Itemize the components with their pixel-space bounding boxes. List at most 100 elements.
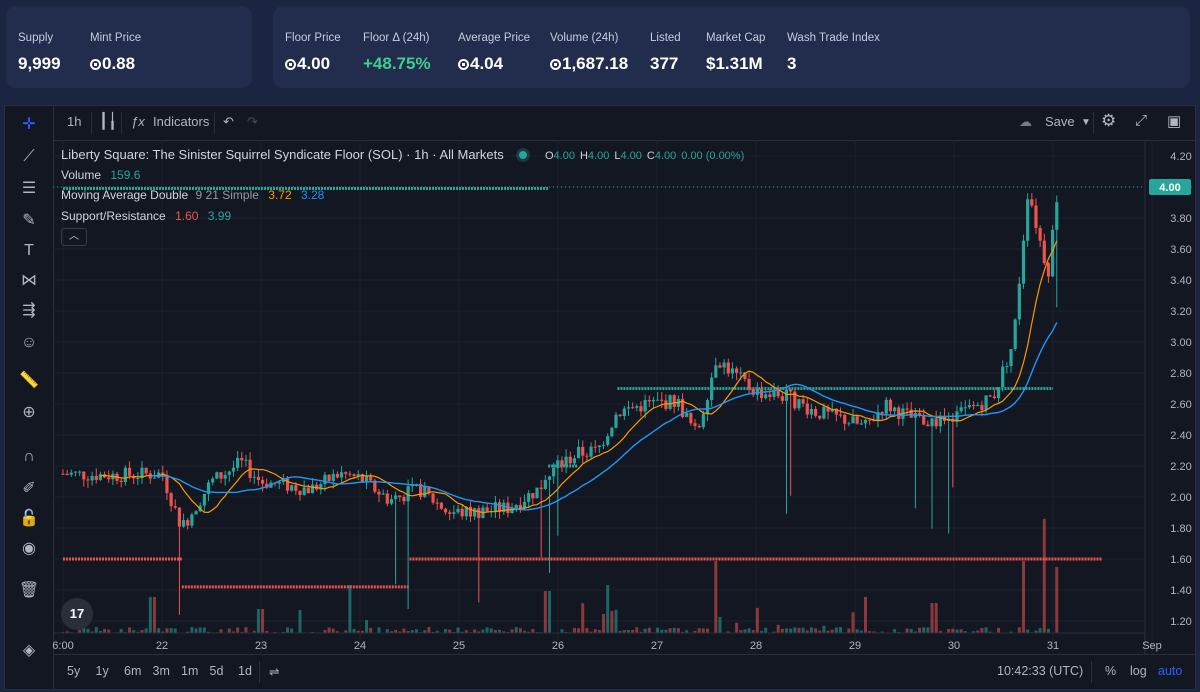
candle-body [323, 474, 327, 484]
volume-bar [1017, 627, 1021, 633]
indicators-icon[interactable]: ƒx [131, 114, 145, 129]
fullscreen-icon[interactable]: ⤢ [1135, 112, 1148, 129]
candle-style-icon[interactable]: ┃╽ [99, 113, 118, 130]
log-scale-toggle[interactable]: log [1130, 664, 1147, 678]
trash-icon[interactable]: 🗑 [18, 582, 40, 599]
crosshair-icon[interactable]: ✛ [22, 116, 36, 133]
collapse-legend-button[interactable]: ︿ [61, 228, 87, 246]
cloud-icon[interactable]: ☁ [1019, 114, 1032, 129]
prediction-icon[interactable]: ⇶ [22, 302, 36, 319]
candle-body [136, 478, 140, 480]
chart-canvas[interactable]: 4.20 4.00 3.80 3.60 3.40 3.20 3.00 2.80 2.60 2.40… [53, 140, 1195, 655]
candle-body [369, 476, 373, 481]
stat-label: Volume (24h) [550, 32, 619, 44]
volume-bar [660, 629, 664, 633]
utc-clock[interactable]: 10:42:33 (UTC) [997, 664, 1084, 678]
candle-body [502, 502, 506, 512]
candle-body [626, 407, 631, 409]
time-tick-label: 26 [552, 640, 564, 652]
volume-bar [173, 628, 177, 633]
legend-market: All Markets [439, 147, 504, 162]
range-button-1y[interactable]: 1y [95, 664, 109, 678]
zoom-in-icon[interactable]: ⊕ [22, 404, 36, 421]
text-icon[interactable]: T [24, 242, 34, 259]
layers-icon[interactable]: ◈ [22, 642, 36, 659]
tradingview-logo[interactable]: 17 [61, 598, 93, 630]
chevron-down-icon[interactable]: ▼ [1081, 117, 1091, 128]
stat-value-text: 4.04 [470, 54, 504, 73]
eye-icon[interactable]: ◉ [22, 540, 36, 557]
legend-support-resistance[interactable]: Support/Resistance 1.60 3.99 [61, 209, 231, 223]
candle-body [215, 472, 219, 479]
redo-icon[interactable]: ↷ [247, 114, 258, 129]
candle-body [356, 474, 360, 476]
settings-gear-icon[interactable]: ⚙ [1101, 111, 1117, 130]
symbol-title[interactable]: Liberty Square: The Sinister Squirrel Sy… [61, 147, 403, 162]
save-button[interactable]: Save [1045, 114, 1075, 129]
range-button-1d[interactable]: 1d [238, 664, 252, 678]
emoji-icon[interactable]: ☺ [20, 334, 38, 351]
volume-bar [847, 628, 851, 633]
candle-body [784, 389, 789, 401]
volume-bar [997, 627, 1001, 633]
candle-body [107, 477, 111, 480]
price-tick-label: 4.20 [1170, 151, 1191, 163]
volume-bar [697, 628, 701, 633]
volume-bar [859, 630, 863, 633]
candle-body [693, 423, 697, 427]
candle-body [427, 486, 431, 494]
candle-body [647, 400, 651, 402]
lock-icon[interactable]: 🔓 [19, 510, 39, 527]
ruler-icon[interactable]: 📏 [19, 372, 39, 389]
candle-body [439, 502, 443, 509]
volume-bar [585, 628, 589, 633]
range-button-6m[interactable]: 6m [124, 664, 142, 678]
candle-body [789, 389, 793, 392]
candle-body [414, 483, 419, 485]
volume-bar [310, 631, 314, 633]
candle-body [868, 419, 872, 421]
candle-body [435, 502, 439, 504]
percent-scale-toggle[interactable]: % [1105, 664, 1117, 678]
candle-body [888, 399, 893, 412]
pattern-icon[interactable]: ⋈ [21, 272, 37, 289]
volume-bar [290, 628, 294, 633]
volume-bar [826, 630, 830, 633]
candle-body [165, 476, 169, 494]
candle-body [797, 399, 801, 409]
camera-icon[interactable]: ▣ [1167, 113, 1182, 130]
candle-body [622, 408, 626, 417]
auto-scale-toggle[interactable]: auto [1158, 664, 1183, 678]
range-button-5d[interactable]: 5d [209, 664, 224, 678]
volume-bar [610, 611, 614, 633]
stat-value-text: 3 [787, 54, 797, 73]
brush-icon[interactable]: ✎ [22, 212, 36, 229]
trend-line-icon[interactable]: ⟋ [23, 148, 35, 165]
volume-bar [735, 622, 739, 633]
volume-bar [489, 628, 493, 633]
candle-body [934, 418, 938, 427]
indicators-button[interactable]: Indicators [153, 114, 210, 129]
fib-icon[interactable]: ☰ [21, 180, 37, 197]
volume-bar [780, 628, 784, 633]
volume-bar [626, 630, 630, 633]
range-button-3m[interactable]: 3m [152, 664, 170, 678]
candle-body [381, 493, 385, 495]
legend-volume[interactable]: Volume 159.6 [61, 168, 140, 182]
legend-moving-average[interactable]: Moving Average Double 9 21 Simple 3.72 3… [61, 188, 324, 202]
candle-body [680, 398, 685, 418]
time-tick-label: 6:00 [53, 640, 74, 652]
candle-body [597, 445, 601, 447]
range-button-5y[interactable]: 5y [67, 664, 81, 678]
undo-icon[interactable]: ↶ [223, 114, 234, 129]
interval-button[interactable]: 1h [67, 114, 82, 129]
lock-pencil-icon[interactable]: ✐ [22, 480, 36, 497]
price-tick-label: 3.20 [1170, 306, 1191, 318]
candle-body [714, 365, 718, 378]
magnet-icon[interactable]: ∩ [23, 448, 35, 465]
left-stat: Mint Price 0.88 [90, 32, 141, 74]
date-range-icon[interactable]: ⇌ [269, 665, 280, 679]
stat-value-text: 4.00 [297, 54, 331, 73]
range-button-1m[interactable]: 1m [181, 664, 199, 678]
volume-bar [880, 631, 884, 633]
